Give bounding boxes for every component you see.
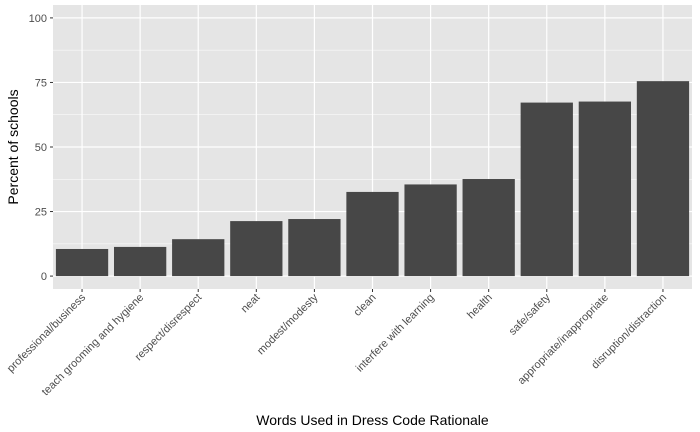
bar xyxy=(230,221,283,277)
y-tick-label: 50 xyxy=(35,142,47,154)
bar xyxy=(288,219,341,277)
y-axis-title: Percent of schools xyxy=(5,89,21,204)
x-tick-label: modest/modesty xyxy=(255,291,321,357)
bars-group xyxy=(55,81,690,277)
bar xyxy=(404,184,457,277)
bar xyxy=(55,248,109,277)
y-tick-label: 0 xyxy=(41,271,47,283)
y-tick-label: 75 xyxy=(35,77,47,89)
x-tick-label: teach grooming and hygiene xyxy=(40,292,147,399)
bar xyxy=(346,191,399,277)
bar xyxy=(520,102,573,277)
x-tick-label: safe/safety xyxy=(507,291,553,337)
y-tick-label: 25 xyxy=(35,207,47,219)
x-tick-label: clean xyxy=(352,292,379,319)
x-tick-label: health xyxy=(465,292,495,322)
y-axis: 0 25 50 75 100 xyxy=(29,13,53,283)
bar xyxy=(172,239,225,277)
bar xyxy=(636,81,690,277)
x-axis-title: Words Used in Dress Code Rationale xyxy=(256,412,489,428)
y-tick-label: 100 xyxy=(29,13,47,25)
bar xyxy=(113,246,167,277)
bar xyxy=(462,179,515,277)
x-tick-label: neat xyxy=(239,292,263,316)
bar xyxy=(578,101,632,277)
